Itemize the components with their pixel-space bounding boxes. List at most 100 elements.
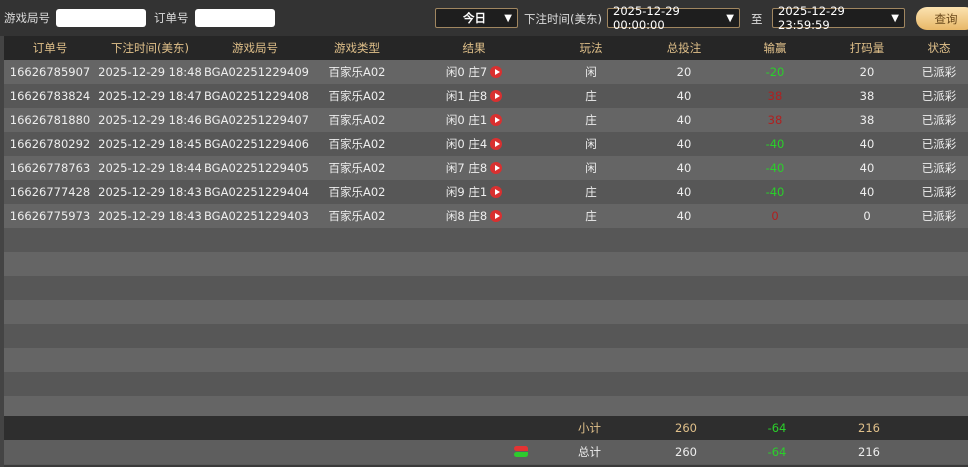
status-text: 已派彩 xyxy=(921,137,957,151)
play-replay-icon[interactable] xyxy=(490,90,503,102)
game-type-cell: 百家乐A02 xyxy=(306,112,408,128)
game-round-cell: BGA02251229407 xyxy=(204,113,309,127)
play-replay-icon[interactable] xyxy=(490,186,503,198)
table-row: 16626775973 2025-12-29 18:43 BGA0225122940… xyxy=(4,204,968,228)
total-bet-cell: 40 xyxy=(642,209,726,223)
subtotal-turnover: 216 xyxy=(858,421,880,435)
bet-time-text: 2025-12-29 18:43 xyxy=(98,209,202,223)
play-replay-icon[interactable] xyxy=(490,66,503,78)
query-button[interactable]: 查询 xyxy=(916,7,968,30)
total-label: 总计 xyxy=(578,445,601,459)
bet-time-text: 2025-12-29 18:47 xyxy=(98,89,202,103)
result-text: 闲0 庄7 xyxy=(445,65,488,79)
status-text: 已派彩 xyxy=(921,113,957,127)
bet-type-cell: 闲 xyxy=(540,136,642,152)
filter-bar: 游戏局号 订单号 今日 ▼ 下注时间(美东) 2025-12-29 00:00:0… xyxy=(0,0,968,36)
win-loss-text: -40 xyxy=(765,137,785,151)
total-bet-cell: 20 xyxy=(642,65,726,79)
result-text: 闲9 庄1 xyxy=(445,185,488,199)
refresh-icon[interactable] xyxy=(514,446,528,458)
turnover-cell: 40 xyxy=(824,161,910,175)
bet-type-text: 庄 xyxy=(585,89,597,103)
bet-time-cell: 2025-12-29 18:44 xyxy=(96,161,204,175)
play-replay-icon[interactable] xyxy=(490,114,503,126)
bet-time-cell: 2025-12-29 18:43 xyxy=(96,185,204,199)
bet-time-text: 2025-12-29 18:46 xyxy=(98,113,202,127)
total-bet-text: 40 xyxy=(676,209,692,223)
status-cell: 已派彩 xyxy=(910,64,968,80)
order-id-text: 16626785907 xyxy=(9,65,91,79)
table-row: 16626778763 2025-12-29 18:44 BGA0225122940… xyxy=(4,156,968,180)
bet-records-table: 订单号 下注时间(美东) 游戏局号 游戏类型 结果 玩法 总投注 输赢 打码量 状态 166267… xyxy=(4,36,968,465)
play-replay-icon[interactable] xyxy=(490,210,503,222)
table-header: 订单号 下注时间(美东) 游戏局号 游戏类型 结果 玩法 总投注 输赢 打码量 状态 xyxy=(4,36,968,60)
order-input[interactable] xyxy=(194,9,275,27)
win-loss-cell: -20 xyxy=(726,65,824,79)
bet-time-text: 2025-12-29 18:48 xyxy=(98,65,202,79)
game-round-text: BGA02251229406 xyxy=(204,137,309,151)
status-cell: 已派彩 xyxy=(910,208,968,224)
game-type-cell: 百家乐A02 xyxy=(306,88,408,104)
header-total-bet: 总投注 xyxy=(666,41,702,55)
header-bet-type: 玩法 xyxy=(579,41,603,55)
win-loss-cell: 0 xyxy=(726,209,824,223)
play-replay-icon[interactable] xyxy=(490,162,503,174)
status-text: 已派彩 xyxy=(921,161,957,175)
game-round-cell: BGA02251229403 xyxy=(204,209,309,223)
game-round-text: BGA02251229407 xyxy=(204,113,309,127)
end-time-select[interactable]: 2025-12-29 23:59:59 ▼ xyxy=(772,4,905,32)
turnover-text: 0 xyxy=(863,209,871,223)
game-round-input[interactable] xyxy=(56,9,146,27)
game-round-text: BGA02251229409 xyxy=(204,65,309,79)
bet-time-text: 2025-12-29 18:43 xyxy=(98,185,202,199)
empty-row xyxy=(4,348,968,372)
total-bet-text: 40 xyxy=(676,137,692,151)
game-round-label: 游戏局号 xyxy=(4,11,50,25)
order-id-cell: 16626780292 xyxy=(4,137,96,151)
turnover-text: 40 xyxy=(859,185,875,199)
status-text: 已派彩 xyxy=(921,89,957,103)
order-id-text: 16626775973 xyxy=(9,209,91,223)
total-bet-cell: 40 xyxy=(642,185,726,199)
bet-type-cell: 庄 xyxy=(540,88,642,104)
status-cell: 已派彩 xyxy=(910,112,968,128)
order-id-cell: 16626777428 xyxy=(4,185,96,199)
result-cell: 闲0 庄7 xyxy=(408,64,540,80)
period-select[interactable]: 今日 ▼ xyxy=(435,8,518,28)
turnover-text: 20 xyxy=(859,65,875,79)
header-game-round: 游戏局号 xyxy=(232,41,278,55)
total-bet-text: 40 xyxy=(676,89,692,103)
bet-type-text: 庄 xyxy=(585,185,597,199)
result-cell: 闲0 庄4 xyxy=(408,136,540,152)
total-bet-cell: 40 xyxy=(642,89,726,103)
total-bet-cell: 40 xyxy=(642,137,726,151)
game-type-text: 百家乐A02 xyxy=(328,209,386,223)
game-round-text: BGA02251229405 xyxy=(204,161,309,175)
game-type-text: 百家乐A02 xyxy=(328,137,386,151)
bet-type-text: 庄 xyxy=(585,209,597,223)
win-loss-text: -40 xyxy=(765,185,785,199)
bet-type-cell: 庄 xyxy=(540,184,642,200)
bet-time-cell: 2025-12-29 18:47 xyxy=(96,89,204,103)
turnover-cell: 20 xyxy=(824,65,910,79)
header-order-id: 订单号 xyxy=(32,41,68,55)
subtotal-bet: 260 xyxy=(675,421,697,435)
game-type-text: 百家乐A02 xyxy=(328,161,386,175)
bet-type-cell: 庄 xyxy=(540,112,642,128)
bet-type-text: 闲 xyxy=(585,137,597,151)
table-row: 16626781880 2025-12-29 18:46 BGA0225122940… xyxy=(4,108,968,132)
result-cell: 闲7 庄8 xyxy=(408,160,540,176)
start-time-select[interactable]: 2025-12-29 00:00:00 ▼ xyxy=(607,4,740,32)
turnover-cell: 38 xyxy=(824,89,910,103)
order-id-cell: 16626785907 xyxy=(4,65,96,79)
game-type-cell: 百家乐A02 xyxy=(306,136,408,152)
header-bet-time: 下注时间(美东) xyxy=(111,41,189,55)
status-cell: 已派彩 xyxy=(910,136,968,152)
play-replay-icon[interactable] xyxy=(490,138,503,150)
subtotal-winloss: -64 xyxy=(767,421,787,435)
status-text: 已派彩 xyxy=(921,185,957,199)
win-loss-text: -40 xyxy=(765,161,785,175)
win-loss-cell: -40 xyxy=(726,137,824,151)
bet-time-cell: 2025-12-29 18:45 xyxy=(96,137,204,151)
status-text: 已派彩 xyxy=(921,65,957,79)
